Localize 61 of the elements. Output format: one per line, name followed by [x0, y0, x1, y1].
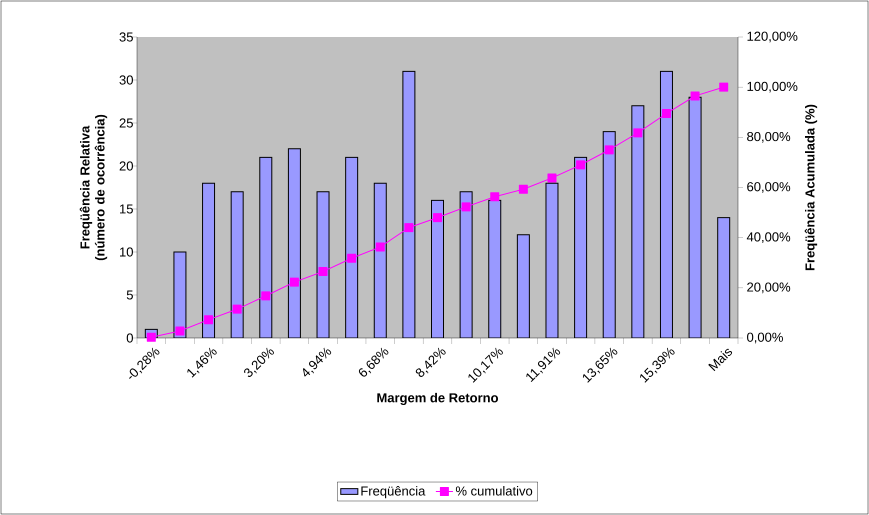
point: [318, 267, 328, 276]
point: [175, 326, 184, 336]
point: [518, 184, 528, 194]
bar: [602, 131, 616, 338]
bar: [230, 191, 244, 338]
point: [376, 242, 385, 252]
y2-tick-label: 40,00%: [746, 232, 790, 244]
bar: [202, 182, 216, 338]
legend-label: Freqüência: [361, 486, 426, 498]
legend-label: % cumulativo: [456, 486, 532, 496]
bar: [374, 182, 387, 338]
y-tick-label: 0: [126, 333, 133, 343]
y-tick-label: 30: [120, 75, 133, 85]
bar: [574, 156, 588, 338]
bar: [259, 156, 272, 338]
bar: [345, 156, 358, 338]
bar: [316, 191, 330, 338]
point: [462, 202, 471, 212]
y2-tick-label: 60,00%: [747, 182, 790, 193]
y-axis-title: Freqüência Relativa (número de ocorrência): [80, 114, 108, 260]
point: [662, 109, 671, 118]
bar: [460, 191, 473, 338]
y-tick-label: 10: [120, 247, 133, 257]
y2-tick-label: 120,00%: [748, 32, 798, 42]
point: [576, 160, 586, 170]
bar: [488, 200, 502, 338]
y2-tick-label: 0,00%: [747, 332, 783, 344]
point: [404, 223, 414, 232]
bar: [431, 200, 444, 338]
point: [433, 213, 442, 222]
x-axis-title: Margem de Retorno: [377, 392, 498, 406]
bar: [631, 105, 644, 338]
y2-tick-label: 100,00%: [748, 82, 798, 93]
bar: [717, 217, 730, 338]
y2-axis-title: Freqüência Acumulada (%): [804, 104, 818, 270]
bar: [288, 148, 301, 338]
bar: [660, 70, 673, 338]
point: [719, 82, 728, 92]
y-tick-label: 5: [126, 290, 133, 300]
y2-tick-label: 80,00%: [747, 132, 790, 143]
point: [547, 173, 556, 182]
bar: [402, 70, 416, 338]
y-tick-label: 20: [120, 161, 133, 171]
point: [633, 128, 642, 138]
y2-tick-label: 20,00%: [747, 282, 790, 294]
point: [204, 315, 214, 324]
point: [232, 304, 242, 314]
point: [290, 278, 299, 287]
point: [347, 254, 356, 263]
y-tick-label: 25: [120, 118, 133, 128]
bar: [545, 182, 558, 338]
y-tick-label: 15: [120, 204, 133, 214]
y-tick-label: 35: [120, 32, 133, 42]
bar: [688, 96, 702, 338]
point: [490, 192, 500, 202]
point: [146, 332, 156, 342]
point: [604, 145, 614, 154]
bar: [516, 234, 530, 338]
bar: [173, 252, 186, 338]
point: [690, 91, 700, 100]
point: [261, 291, 270, 300]
